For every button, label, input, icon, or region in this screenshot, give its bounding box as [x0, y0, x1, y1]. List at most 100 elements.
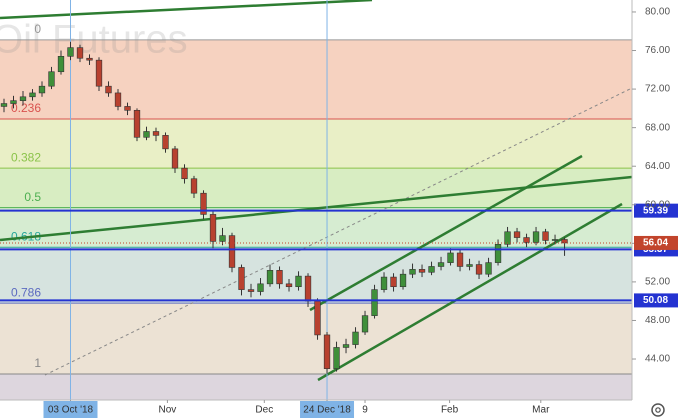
candle-body: [523, 237, 530, 243]
candle-body: [152, 131, 160, 136]
candle-body: [285, 283, 293, 288]
candle-body: [219, 235, 226, 242]
price-badge-label: 59.39: [643, 205, 668, 216]
y-tick-label: 76.00: [645, 45, 670, 56]
trend-line: [0, 0, 373, 20]
candle-body: [475, 264, 483, 275]
candle-body: [57, 56, 65, 73]
y-tick-label: 60.00: [645, 199, 670, 210]
y-tick-label: 44.00: [645, 354, 670, 365]
x-tick-label: 24 Dec '18: [303, 405, 351, 416]
gear-center: [655, 407, 661, 413]
candle-body: [352, 331, 359, 345]
last-price-label: 56.04: [643, 238, 668, 249]
candle-body: [209, 214, 217, 242]
candle-body: [447, 252, 454, 263]
candle-body: [371, 289, 378, 316]
settings-icon[interactable]: [651, 403, 665, 417]
candle-body: [247, 289, 255, 292]
candle-body: [257, 283, 264, 292]
fib-label: 0.236: [11, 101, 41, 115]
candle-body: [466, 264, 473, 267]
fib-label: 0.786: [11, 285, 41, 299]
fib-zone: [0, 373, 632, 400]
candle-body: [542, 231, 549, 241]
candle-body: [333, 347, 340, 369]
candle-body: [67, 47, 74, 57]
channel-line: [317, 202, 623, 382]
candle-body: [342, 344, 350, 348]
x-tick-label: Nov: [159, 405, 177, 416]
candle-body: [105, 85, 112, 94]
plot-marks: [0, 0, 632, 400]
candle-body: [48, 71, 55, 87]
candle-body: [304, 275, 312, 302]
price-badge-label: 50.08: [643, 295, 668, 306]
x-tick-label: 03 Oct '18: [48, 405, 94, 416]
price-badge: [634, 203, 678, 218]
candle-body: [390, 276, 397, 288]
candle-body: [38, 85, 46, 94]
price-badge: [634, 293, 678, 308]
candle-body: [190, 178, 198, 194]
x-tick-label: Dec: [255, 405, 273, 416]
watermark-title: Oil Futures: [0, 18, 188, 62]
candle-body: [0, 103, 8, 107]
y-tick-label: 80.00: [645, 7, 670, 18]
candle-body: [428, 266, 435, 273]
candle-body: [323, 334, 331, 369]
x-tick-label: 9: [362, 405, 368, 416]
candle-body: [437, 262, 445, 267]
candle-body: [561, 239, 568, 244]
trend-dashed: [44, 87, 632, 376]
candle-body: [228, 235, 236, 268]
y-tick-label: 72.00: [645, 84, 670, 95]
candle-body: [162, 135, 169, 150]
x-tick-label: Feb: [441, 405, 459, 416]
candle-body: [513, 231, 521, 238]
x-tick-label: Mar: [532, 405, 550, 416]
candle-body: [551, 239, 559, 241]
candle-body: [361, 315, 369, 333]
candle-body: [314, 300, 321, 336]
y-tick-label: 52.00: [645, 277, 670, 288]
candle-body: [295, 275, 302, 288]
candle-body: [485, 262, 492, 275]
candle-body: [114, 92, 122, 107]
candle-body: [399, 273, 407, 288]
fib-label: 0.382: [11, 150, 41, 164]
fib-label: 1: [34, 356, 41, 370]
fib-zone: [0, 118, 632, 169]
candle-body: [456, 252, 464, 267]
x-tick-highlight: [300, 401, 355, 418]
candle-body: [124, 106, 131, 111]
fib-label: 0.5: [24, 190, 41, 204]
fib-zone: [0, 247, 632, 304]
candle-body: [29, 92, 36, 98]
y-tick-label: 64.00: [645, 161, 670, 172]
candle-body: [504, 231, 511, 245]
y-tick-label: 68.00: [645, 122, 670, 133]
candle-body: [418, 269, 426, 273]
candle-body: [86, 57, 93, 61]
fib-zone: [0, 39, 632, 119]
candle-body: [133, 109, 141, 138]
candle-body: [532, 231, 540, 243]
candle-body: [276, 270, 283, 285]
candle-body: [95, 59, 103, 87]
candle-body: [266, 270, 274, 285]
candle-body: [171, 148, 179, 169]
candle-body: [143, 131, 150, 138]
gear-ring: [651, 403, 665, 417]
candle-body: [19, 96, 27, 101]
x-tick-highlight: [43, 401, 98, 418]
candle-body: [10, 100, 17, 104]
candle-body: [200, 192, 207, 215]
y-tick-label: 48.00: [645, 315, 670, 326]
last-price-badge: [634, 235, 678, 250]
candle-body: [494, 243, 502, 263]
candle-body: [238, 267, 245, 290]
candle-body: [380, 276, 388, 290]
